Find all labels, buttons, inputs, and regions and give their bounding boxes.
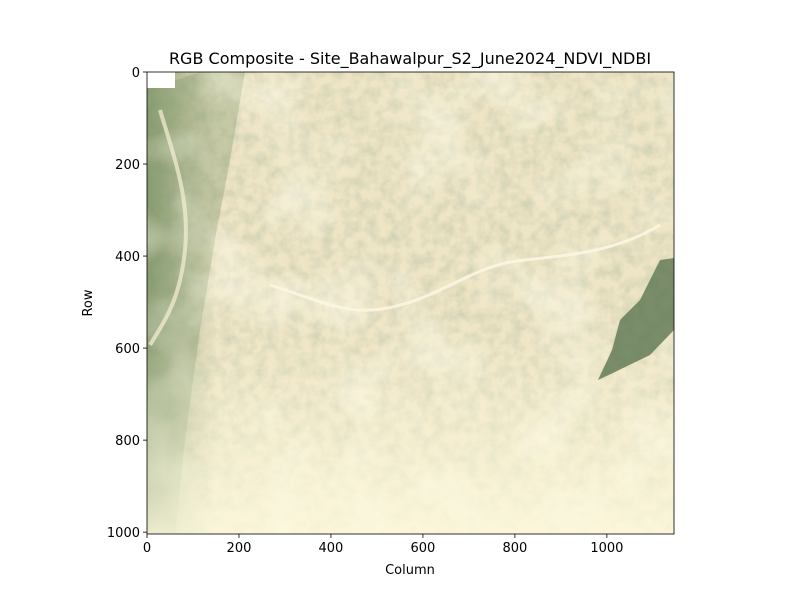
x-tick-label: 400 [319, 541, 344, 556]
x-tick-label: 0 [143, 541, 151, 556]
raster-image [147, 72, 674, 534]
chart-title: RGB Composite - Site_Bahawalpur_S2_June2… [169, 49, 651, 69]
y-tick-label: 0 [132, 66, 140, 81]
y-tick-label: 800 [115, 434, 140, 449]
y-tick-label: 400 [115, 250, 140, 265]
x-tick-label: 1000 [590, 541, 623, 556]
x-tick-label: 200 [227, 541, 252, 556]
y-axis-label: Row [81, 289, 96, 316]
y-tick-label: 1000 [107, 526, 140, 541]
axes-frame [146, 71, 675, 535]
y-tick-label: 200 [115, 158, 140, 173]
y-tick-label: 600 [115, 342, 140, 357]
x-tick-label: 600 [411, 541, 436, 556]
x-axis-label: Column [385, 563, 435, 578]
x-tick-label: 800 [502, 541, 527, 556]
